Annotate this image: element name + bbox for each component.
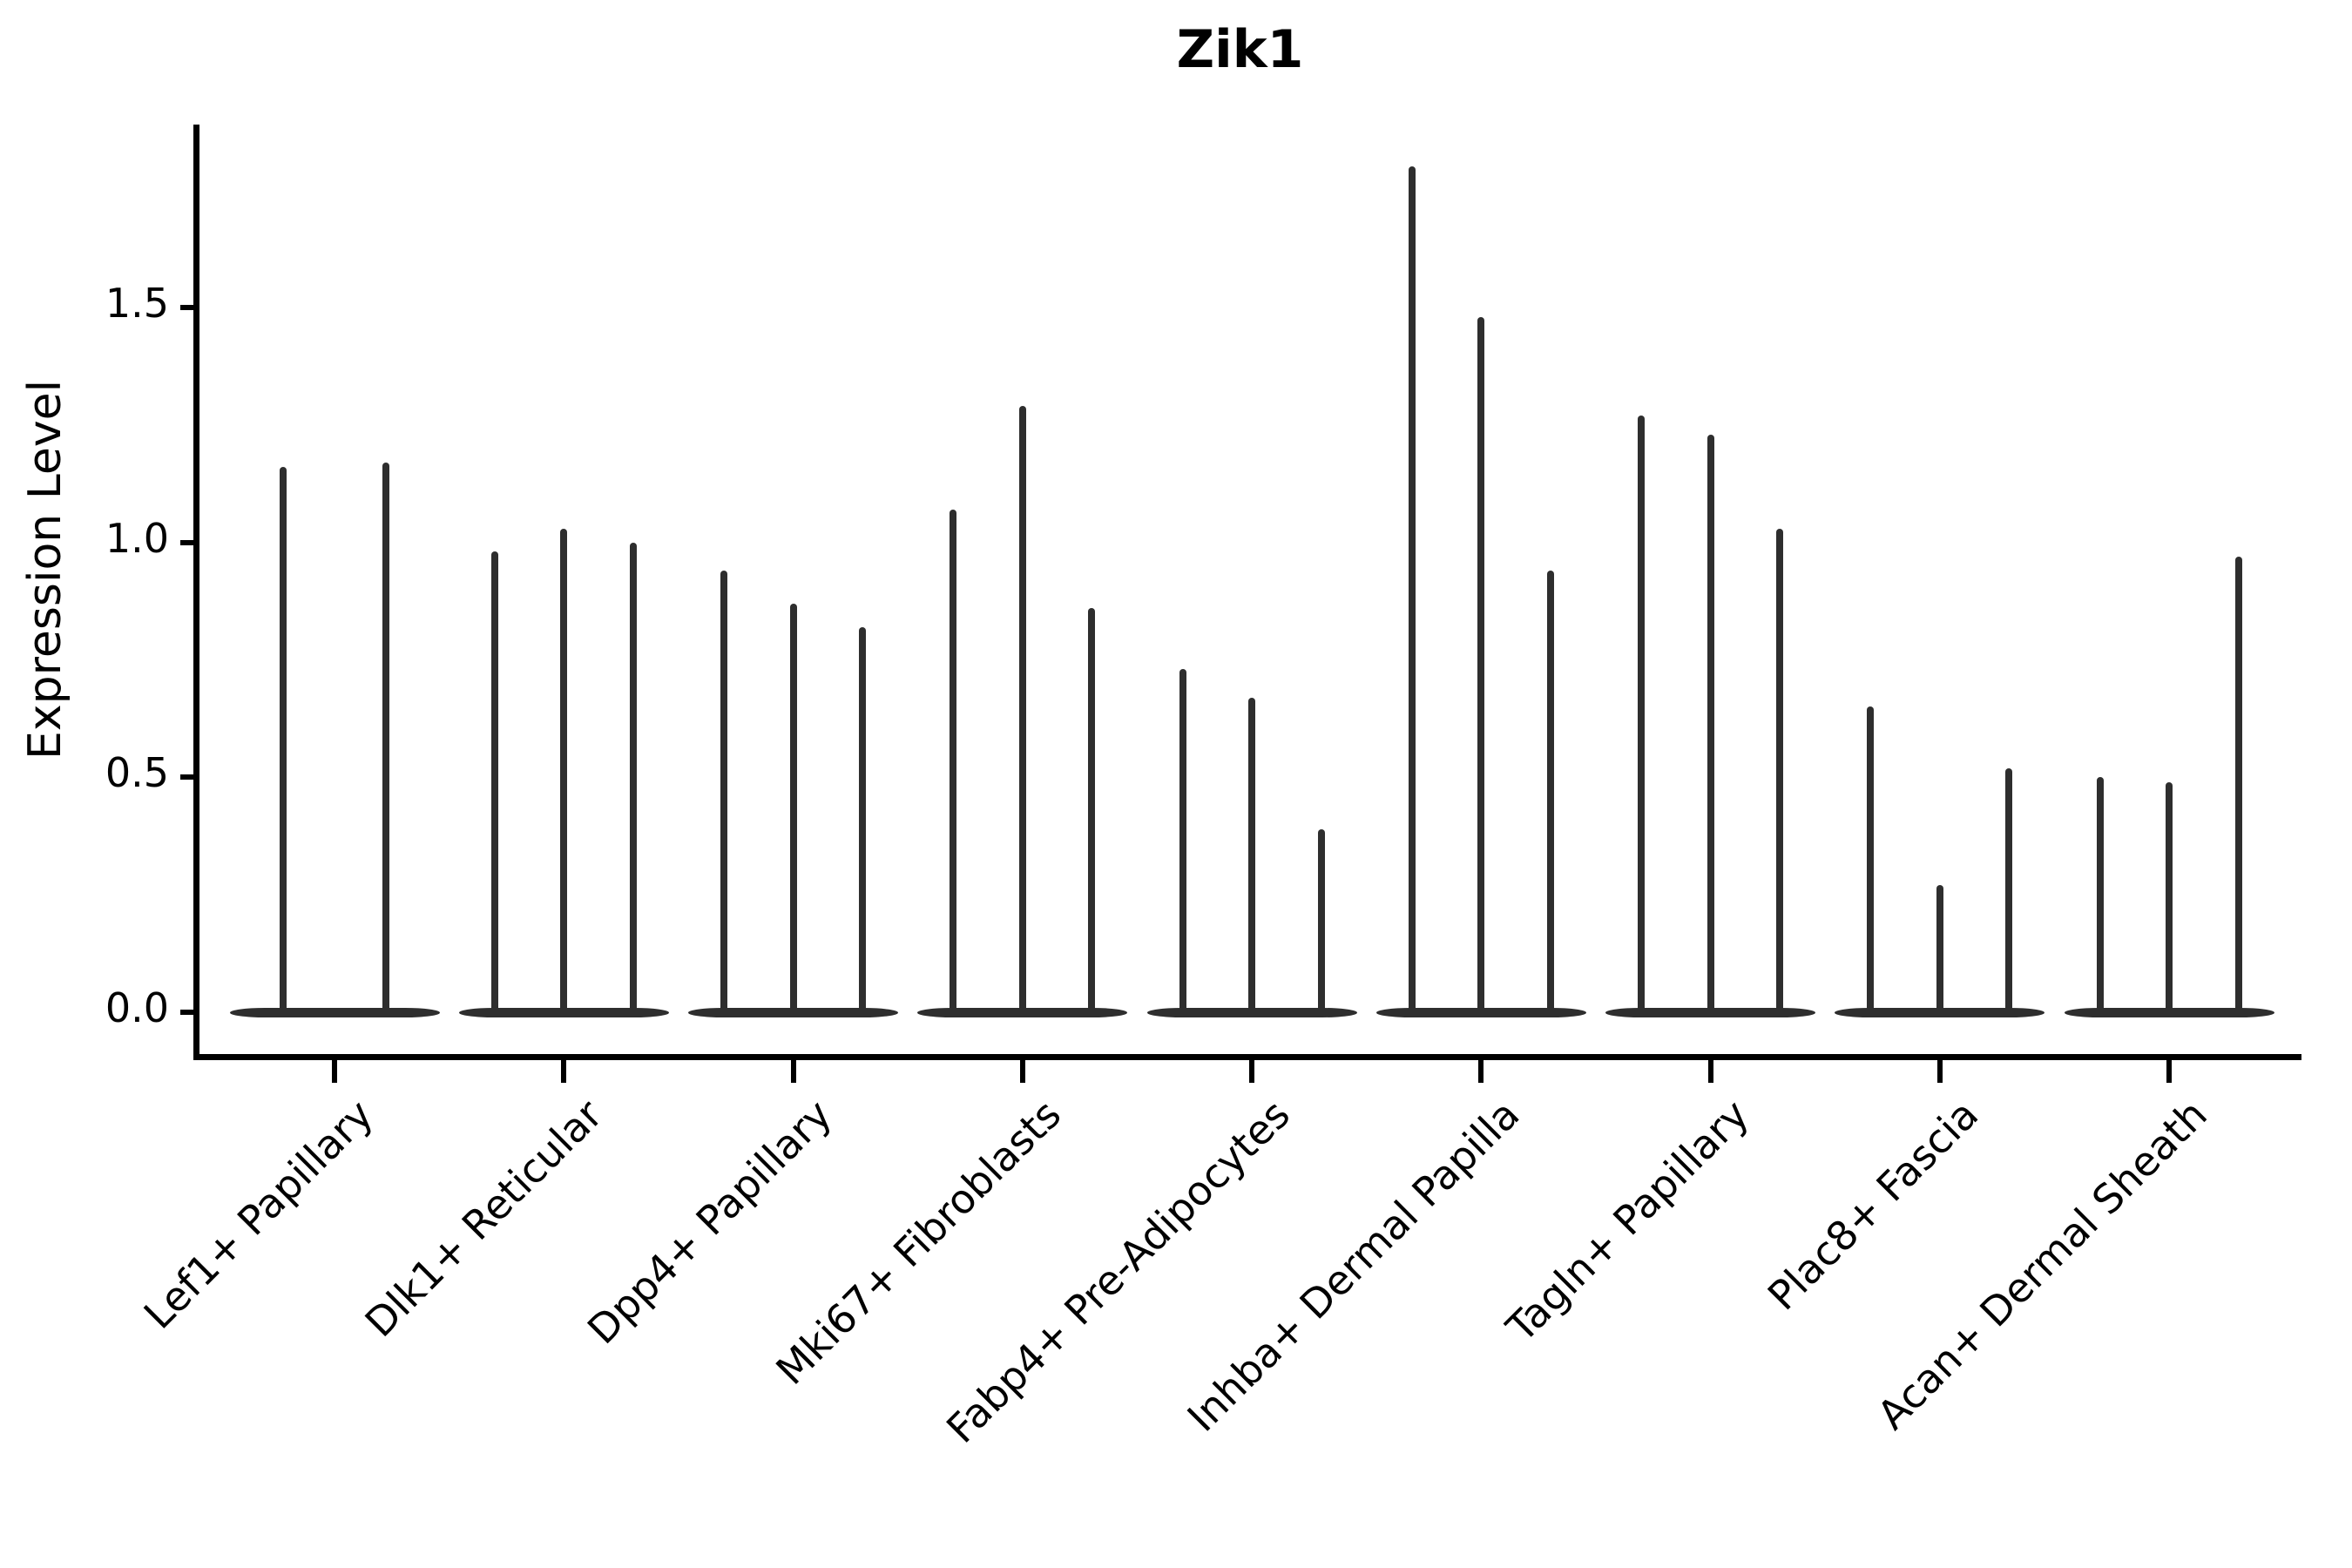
- violin-spike: [1179, 669, 1186, 1012]
- y-tick-mark: [180, 774, 194, 781]
- violin-spike: [382, 463, 389, 1012]
- violin-spike: [2096, 777, 2104, 1012]
- violin-spike: [2234, 556, 2242, 1012]
- violin-base: [688, 1007, 898, 1017]
- violin-spike: [1317, 828, 1325, 1012]
- x-tick-label: Dlk1+ Reticular: [355, 1091, 612, 1347]
- y-tick-mark: [180, 305, 194, 311]
- y-tick-mark: [180, 1010, 194, 1015]
- violin-spike: [1018, 406, 1026, 1012]
- x-tick-label: Dpp4+ Papillary: [578, 1091, 841, 1354]
- violin-spike: [1707, 434, 1714, 1012]
- x-tick-mark: [1478, 1060, 1484, 1083]
- violin-base: [1146, 1007, 1357, 1017]
- violin-base: [229, 1007, 440, 1017]
- x-tick-mark: [332, 1060, 337, 1083]
- violin-base: [1835, 1007, 2045, 1017]
- x-tick-label: Lef1+ Papillary: [134, 1091, 382, 1338]
- violin-spike: [280, 467, 287, 1012]
- violin-spike: [629, 542, 637, 1012]
- violin-spike: [1638, 416, 1645, 1012]
- violin-spike: [1088, 608, 1096, 1012]
- violin-base: [1605, 1007, 1815, 1017]
- violin-base: [1375, 1007, 1586, 1017]
- y-tick-label: 1.0: [105, 514, 169, 562]
- x-tick-label: Tagln+ Papillary: [1497, 1091, 1758, 1351]
- x-tick-label: Plac8+ Fascia: [1758, 1091, 1987, 1320]
- x-axis-line: [193, 1054, 2301, 1060]
- violin-spike: [720, 571, 727, 1012]
- violin-spike: [789, 603, 797, 1012]
- violin-spike: [490, 551, 498, 1012]
- violin-spike: [560, 528, 568, 1012]
- violin-spike: [1408, 166, 1416, 1012]
- plot-title: Zik1: [1176, 19, 1304, 80]
- y-axis-line: [193, 125, 199, 1060]
- y-tick-label: 0.5: [105, 749, 169, 797]
- y-tick-label: 1.5: [105, 280, 169, 328]
- y-tick-label: 0.0: [105, 984, 169, 1031]
- violin-spike: [950, 509, 957, 1012]
- x-tick-mark: [1019, 1060, 1025, 1083]
- x-tick-mark: [2166, 1060, 2172, 1083]
- violin-spike: [859, 626, 866, 1012]
- x-tick-mark: [790, 1060, 796, 1083]
- y-tick-mark: [180, 539, 194, 545]
- violin-spike: [1546, 571, 1554, 1012]
- violin-base: [458, 1007, 669, 1017]
- x-tick-mark: [1936, 1060, 1943, 1083]
- violin-spike: [1248, 697, 1255, 1012]
- violin-spike: [2005, 767, 2013, 1012]
- violin-spike: [1477, 316, 1485, 1012]
- violin-spike: [1936, 885, 1943, 1012]
- violin-base: [917, 1007, 1128, 1017]
- violin-spike: [1867, 706, 1875, 1012]
- violin-spike: [2166, 781, 2173, 1012]
- x-tick-mark: [1249, 1060, 1254, 1083]
- violin-spike: [1776, 528, 1783, 1012]
- violin-base: [2064, 1007, 2274, 1017]
- x-tick-mark: [1707, 1060, 1713, 1083]
- x-tick-mark: [561, 1060, 567, 1083]
